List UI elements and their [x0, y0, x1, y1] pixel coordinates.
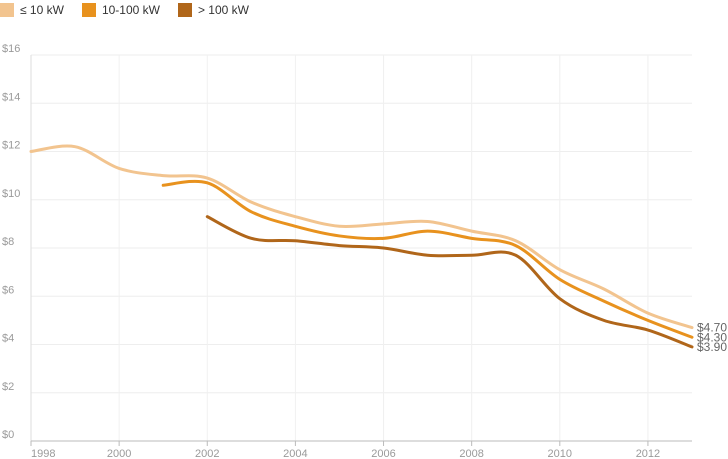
- legend-item-gt-100kw[interactable]: > 100 kW: [177, 3, 249, 17]
- series-group: [29, 144, 694, 349]
- end-labels: $4.70$4.30$3.90: [697, 321, 727, 354]
- series-line-gt-100kw[interactable]: [205, 215, 694, 349]
- y-tick-label: $14: [2, 91, 20, 103]
- legend-swatch-10-100kw: [81, 3, 96, 17]
- x-axis: 1998 2000 2002 2004 2006 2008 2010 2012: [30, 440, 692, 459]
- legend-swatch-le-10kw: [0, 3, 14, 17]
- end-value-label: $3.90: [697, 340, 727, 354]
- x-tick-label: 2004: [283, 448, 307, 459]
- end-value-label: $4.70: [697, 321, 727, 335]
- x-tick-label: 2000: [107, 448, 131, 459]
- chart-legend: ≤ 10 kW 10-100 kW > 100 kW: [0, 0, 267, 20]
- y-tick-label: $2: [2, 381, 14, 393]
- x-tick-label: 2006: [371, 448, 395, 459]
- y-tick-label: $10: [2, 188, 20, 200]
- legend-item-le-10kw[interactable]: ≤ 10 kW: [0, 3, 64, 17]
- legend-swatch-gt-100kw: [177, 3, 192, 17]
- y-axis: $0 $2 $4 $6 $8 $10 $12 $14 $16: [2, 43, 32, 441]
- legend-label-gt-100kw: > 100 kW: [197, 3, 249, 17]
- x-tick-label: 2012: [636, 448, 660, 459]
- series-line-10-100kw[interactable]: [161, 179, 694, 339]
- legend-label-10-100kw: 10-100 kW: [101, 3, 160, 17]
- y-tick-label: $8: [2, 236, 14, 248]
- y-tick-label: $12: [2, 140, 20, 152]
- x-tick-label: 1998: [31, 448, 55, 459]
- y-tick-label: $0: [2, 429, 14, 441]
- legend-label-le-10kw: ≤ 10 kW: [20, 3, 64, 17]
- x-tick-label: 2008: [459, 448, 483, 459]
- x-tick-label: 2002: [195, 448, 219, 459]
- series-line-le-10kw[interactable]: [29, 144, 694, 330]
- legend-item-10-100kw[interactable]: 10-100 kW: [81, 3, 160, 17]
- y-tick-label: $4: [2, 333, 14, 345]
- x-tick-label: 2010: [548, 448, 572, 459]
- y-tick-label: $6: [2, 284, 14, 296]
- end-value-label: $4.30: [697, 330, 727, 344]
- y-tick-label: $16: [2, 43, 20, 55]
